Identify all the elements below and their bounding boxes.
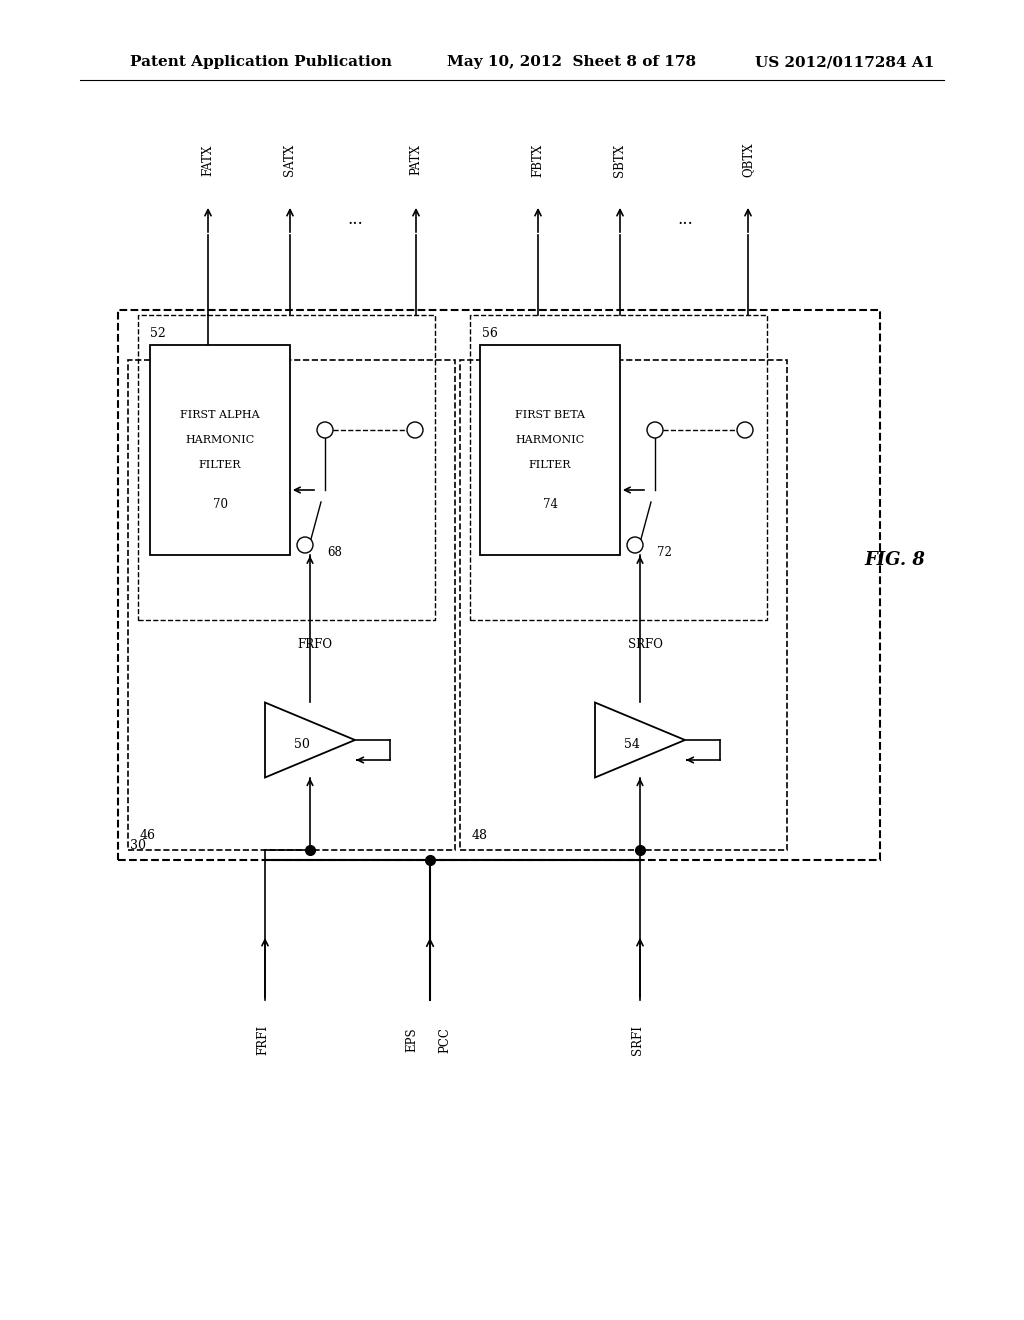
Circle shape (647, 422, 663, 438)
Text: 68: 68 (327, 546, 342, 560)
Text: HARMONIC: HARMONIC (185, 436, 255, 445)
Text: QBTX: QBTX (741, 143, 755, 177)
Text: May 10, 2012  Sheet 8 of 178: May 10, 2012 Sheet 8 of 178 (447, 55, 696, 69)
Text: FRFI: FRFI (256, 1024, 269, 1055)
Text: ...: ... (347, 211, 362, 228)
Bar (150, 345, 290, 554)
Text: 48: 48 (472, 829, 488, 842)
Text: SRFI: SRFI (632, 1026, 644, 1055)
Text: HARMONIC: HARMONIC (515, 436, 585, 445)
Text: Patent Application Publication: Patent Application Publication (130, 55, 392, 69)
Text: FILTER: FILTER (528, 459, 571, 470)
Bar (138, 315, 435, 620)
Polygon shape (265, 702, 355, 777)
Text: FIRST BETA: FIRST BETA (515, 411, 585, 420)
Bar (128, 360, 455, 850)
Text: 54: 54 (624, 738, 640, 751)
Bar (470, 315, 767, 620)
Text: 72: 72 (657, 546, 672, 560)
Circle shape (297, 537, 313, 553)
Bar (118, 310, 880, 861)
Text: 74: 74 (543, 499, 557, 511)
Bar (460, 360, 787, 850)
Text: FILTER: FILTER (199, 459, 242, 470)
Text: FATX: FATX (202, 144, 214, 176)
Text: FRFO: FRFO (298, 639, 333, 652)
Text: US 2012/0117284 A1: US 2012/0117284 A1 (755, 55, 934, 69)
Text: 52: 52 (150, 327, 166, 341)
Text: 30: 30 (130, 840, 146, 851)
Bar (480, 345, 620, 554)
Text: 70: 70 (213, 499, 227, 511)
Text: EPS: EPS (406, 1028, 419, 1052)
Circle shape (407, 422, 423, 438)
Circle shape (317, 422, 333, 438)
Text: ...: ... (677, 211, 693, 228)
Text: SRFO: SRFO (628, 639, 663, 652)
Text: 50: 50 (294, 738, 310, 751)
Polygon shape (595, 702, 685, 777)
Text: SBTX: SBTX (613, 144, 627, 177)
Text: FIG. 8: FIG. 8 (864, 550, 926, 569)
Text: 46: 46 (140, 829, 156, 842)
Text: 56: 56 (482, 327, 498, 341)
Circle shape (627, 537, 643, 553)
Circle shape (737, 422, 753, 438)
Text: PATX: PATX (410, 145, 423, 176)
Text: FBTX: FBTX (531, 144, 545, 177)
Text: FIRST ALPHA: FIRST ALPHA (180, 411, 260, 420)
Text: SATX: SATX (284, 144, 297, 176)
Text: PCC: PCC (438, 1027, 452, 1053)
